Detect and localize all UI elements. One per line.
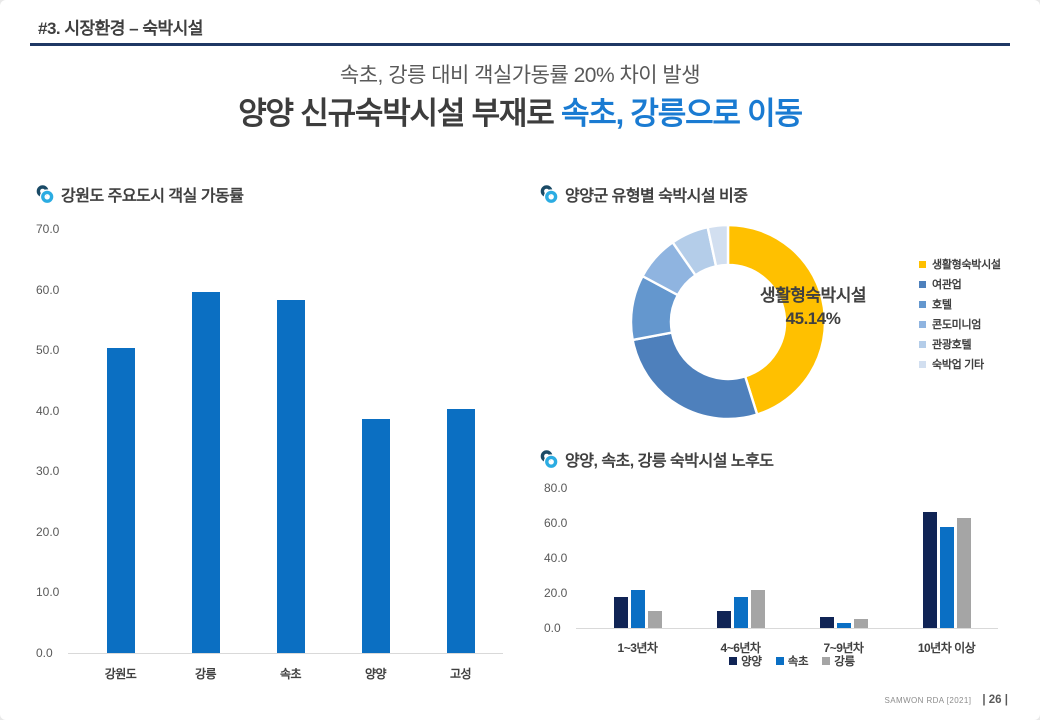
legend-swatch — [919, 280, 926, 288]
legend-label: 숙박업 기타 — [932, 359, 984, 371]
bar-10년차 이상-양양 — [922, 511, 937, 628]
bar-강릉 — [191, 291, 220, 653]
legend-swatch — [919, 340, 926, 348]
donut-slice-1 — [631, 331, 759, 421]
legend-swatch — [919, 360, 926, 368]
bar-7~9년차-양양 — [819, 616, 834, 628]
footer-page-number: | 26 | — [982, 694, 1008, 706]
bar-속초 — [276, 300, 305, 653]
bar-고성 — [446, 408, 475, 653]
legend-label: 양양 — [741, 656, 762, 668]
x-axis-line — [576, 628, 998, 629]
donut-center-label: 생활형숙박시설 45.14% — [713, 284, 913, 330]
y-tick-label: 50.0 — [36, 343, 60, 358]
series-legend: 양양 속초 강릉 — [586, 655, 998, 668]
y-tick-label: 20.0 — [36, 524, 60, 539]
bar-1~3년차-양양 — [613, 597, 628, 628]
y-tick-label: 60.0 — [544, 516, 568, 530]
page-header: #3. 시장환경 – 숙박시설 — [38, 19, 203, 38]
legend-label: 여관업 — [932, 279, 962, 291]
donut-legend-item-1: 여관업 — [919, 274, 1001, 294]
category-label: 양양 — [364, 667, 387, 681]
legend-swatch — [919, 260, 926, 268]
legend-swatch — [919, 320, 926, 328]
y-tick-label: 0.0 — [544, 621, 561, 635]
y-tick-label: 70.0 — [36, 222, 60, 236]
y-tick-label: 60.0 — [36, 282, 60, 297]
donut-chart-title: 양양군 유형별 숙박시설 비중 — [540, 182, 748, 206]
footer-source: SAMWON RDA [2021] — [884, 696, 972, 705]
footer: SAMWON RDA [2021] | 26 | — [885, 694, 1008, 706]
bar-4~6년차-양양 — [716, 611, 731, 628]
legend-swatch — [775, 657, 784, 665]
category-label: 10년차 이상 — [917, 641, 976, 655]
category-label: 1~3년차 — [617, 641, 658, 655]
x-axis-line — [68, 653, 503, 654]
main-title-dark: 양양 신규숙박시설 부재로 — [238, 96, 561, 131]
main-title-accent: 속초, 강릉으로 이동 — [560, 96, 803, 131]
bar-1~3년차-속초 — [630, 590, 645, 628]
donut-legend-item-3: 콘도미니엄 — [919, 314, 1001, 334]
rings-icon — [540, 449, 558, 469]
bar-4~6년차-강릉 — [750, 589, 765, 628]
y-tick-label: 30.0 — [36, 464, 60, 479]
bar-10년차 이상-속초 — [939, 527, 954, 628]
header-divider — [30, 43, 1010, 46]
y-tick-label: 40.0 — [36, 403, 60, 418]
subtitle: 속초, 강릉 대비 객실가동률 20% 차이 발생 — [339, 64, 701, 87]
legend-label: 생활형숙박시설 — [932, 259, 1001, 271]
donut-legend-item-5: 숙박업 기타 — [919, 354, 1001, 374]
legend-item-속초: 속초 — [775, 655, 809, 668]
bar-10년차 이상-강릉 — [956, 517, 971, 628]
category-label: 4~6년차 — [720, 641, 761, 655]
category-label: 강릉 — [194, 667, 217, 681]
main-title: 양양 신규숙박시설 부재로 속초, 강릉으로 이동 — [0, 88, 1040, 133]
bar-7~9년차-강릉 — [853, 619, 868, 628]
y-tick-label: 20.0 — [544, 586, 568, 600]
legend-label: 콘도미니엄 — [932, 319, 982, 331]
occupancy-chart-title-text: 강원도 주요도시 객실 가동률 — [61, 188, 244, 205]
bar-양양 — [361, 418, 390, 653]
occupancy-chart-title: 강원도 주요도시 객실 가동률 — [36, 182, 244, 206]
y-tick-label: 80.0 — [544, 481, 568, 495]
donut-slice-0 — [726, 223, 827, 417]
legend-swatch — [729, 657, 738, 665]
bar-7~9년차-속초 — [836, 623, 851, 628]
legend-item-강릉: 강릉 — [822, 655, 855, 668]
category-label: 속초 — [279, 667, 302, 681]
legend-label: 관광호텔 — [932, 339, 972, 351]
legend-label: 강릉 — [834, 656, 855, 668]
facility-age-bar-chart: 0.0 20.0 40.0 60.0 80.0 1~3년차 4~6년차 7~9년차 10년차 이… — [540, 478, 1010, 688]
y-tick-label: 0.0 — [36, 646, 53, 660]
category-label: 7~9년차 — [823, 641, 864, 655]
legend-item-양양: 양양 — [729, 655, 762, 668]
donut-legend-item-2: 호텔 — [919, 294, 1001, 314]
occupancy-bar-chart: 0.0 10.0 20.0 30.0 40.0 50.0 60.0 70.0 강원도 강릉 속초 양양… — [30, 215, 510, 685]
donut-chart-title-text: 양양군 유형별 숙박시설 비중 — [565, 188, 748, 205]
age-chart-title-text: 양양, 속초, 강릉 숙박시설 노후도 — [565, 453, 774, 470]
bar-1~3년차-강릉 — [647, 610, 662, 628]
age-chart-title: 양양, 속초, 강릉 숙박시설 노후도 — [540, 447, 774, 471]
legend-label: 속초 — [787, 656, 809, 668]
donut-slice-5 — [706, 223, 730, 268]
rings-icon — [36, 184, 54, 204]
rings-icon — [540, 184, 558, 204]
lodging-share-donut — [629, 223, 827, 421]
legend-swatch — [919, 300, 926, 308]
legend-label: 호텔 — [932, 299, 952, 311]
donut-legend-item-4: 관광호텔 — [919, 334, 1001, 354]
donut-legend-item-0: 생활형숙박시설 — [919, 254, 1001, 274]
donut-center-label-value: 45.14% — [785, 309, 841, 328]
legend-swatch — [822, 657, 831, 665]
y-tick-label: 40.0 — [544, 551, 568, 565]
donut-center-label-name: 생활형숙박시설 — [760, 286, 866, 305]
category-label: 고성 — [449, 667, 472, 681]
category-label: 강원도 — [104, 667, 137, 681]
bar-강원도 — [106, 348, 135, 653]
bar-4~6년차-속초 — [733, 596, 748, 628]
y-tick-label: 10.0 — [36, 585, 60, 600]
